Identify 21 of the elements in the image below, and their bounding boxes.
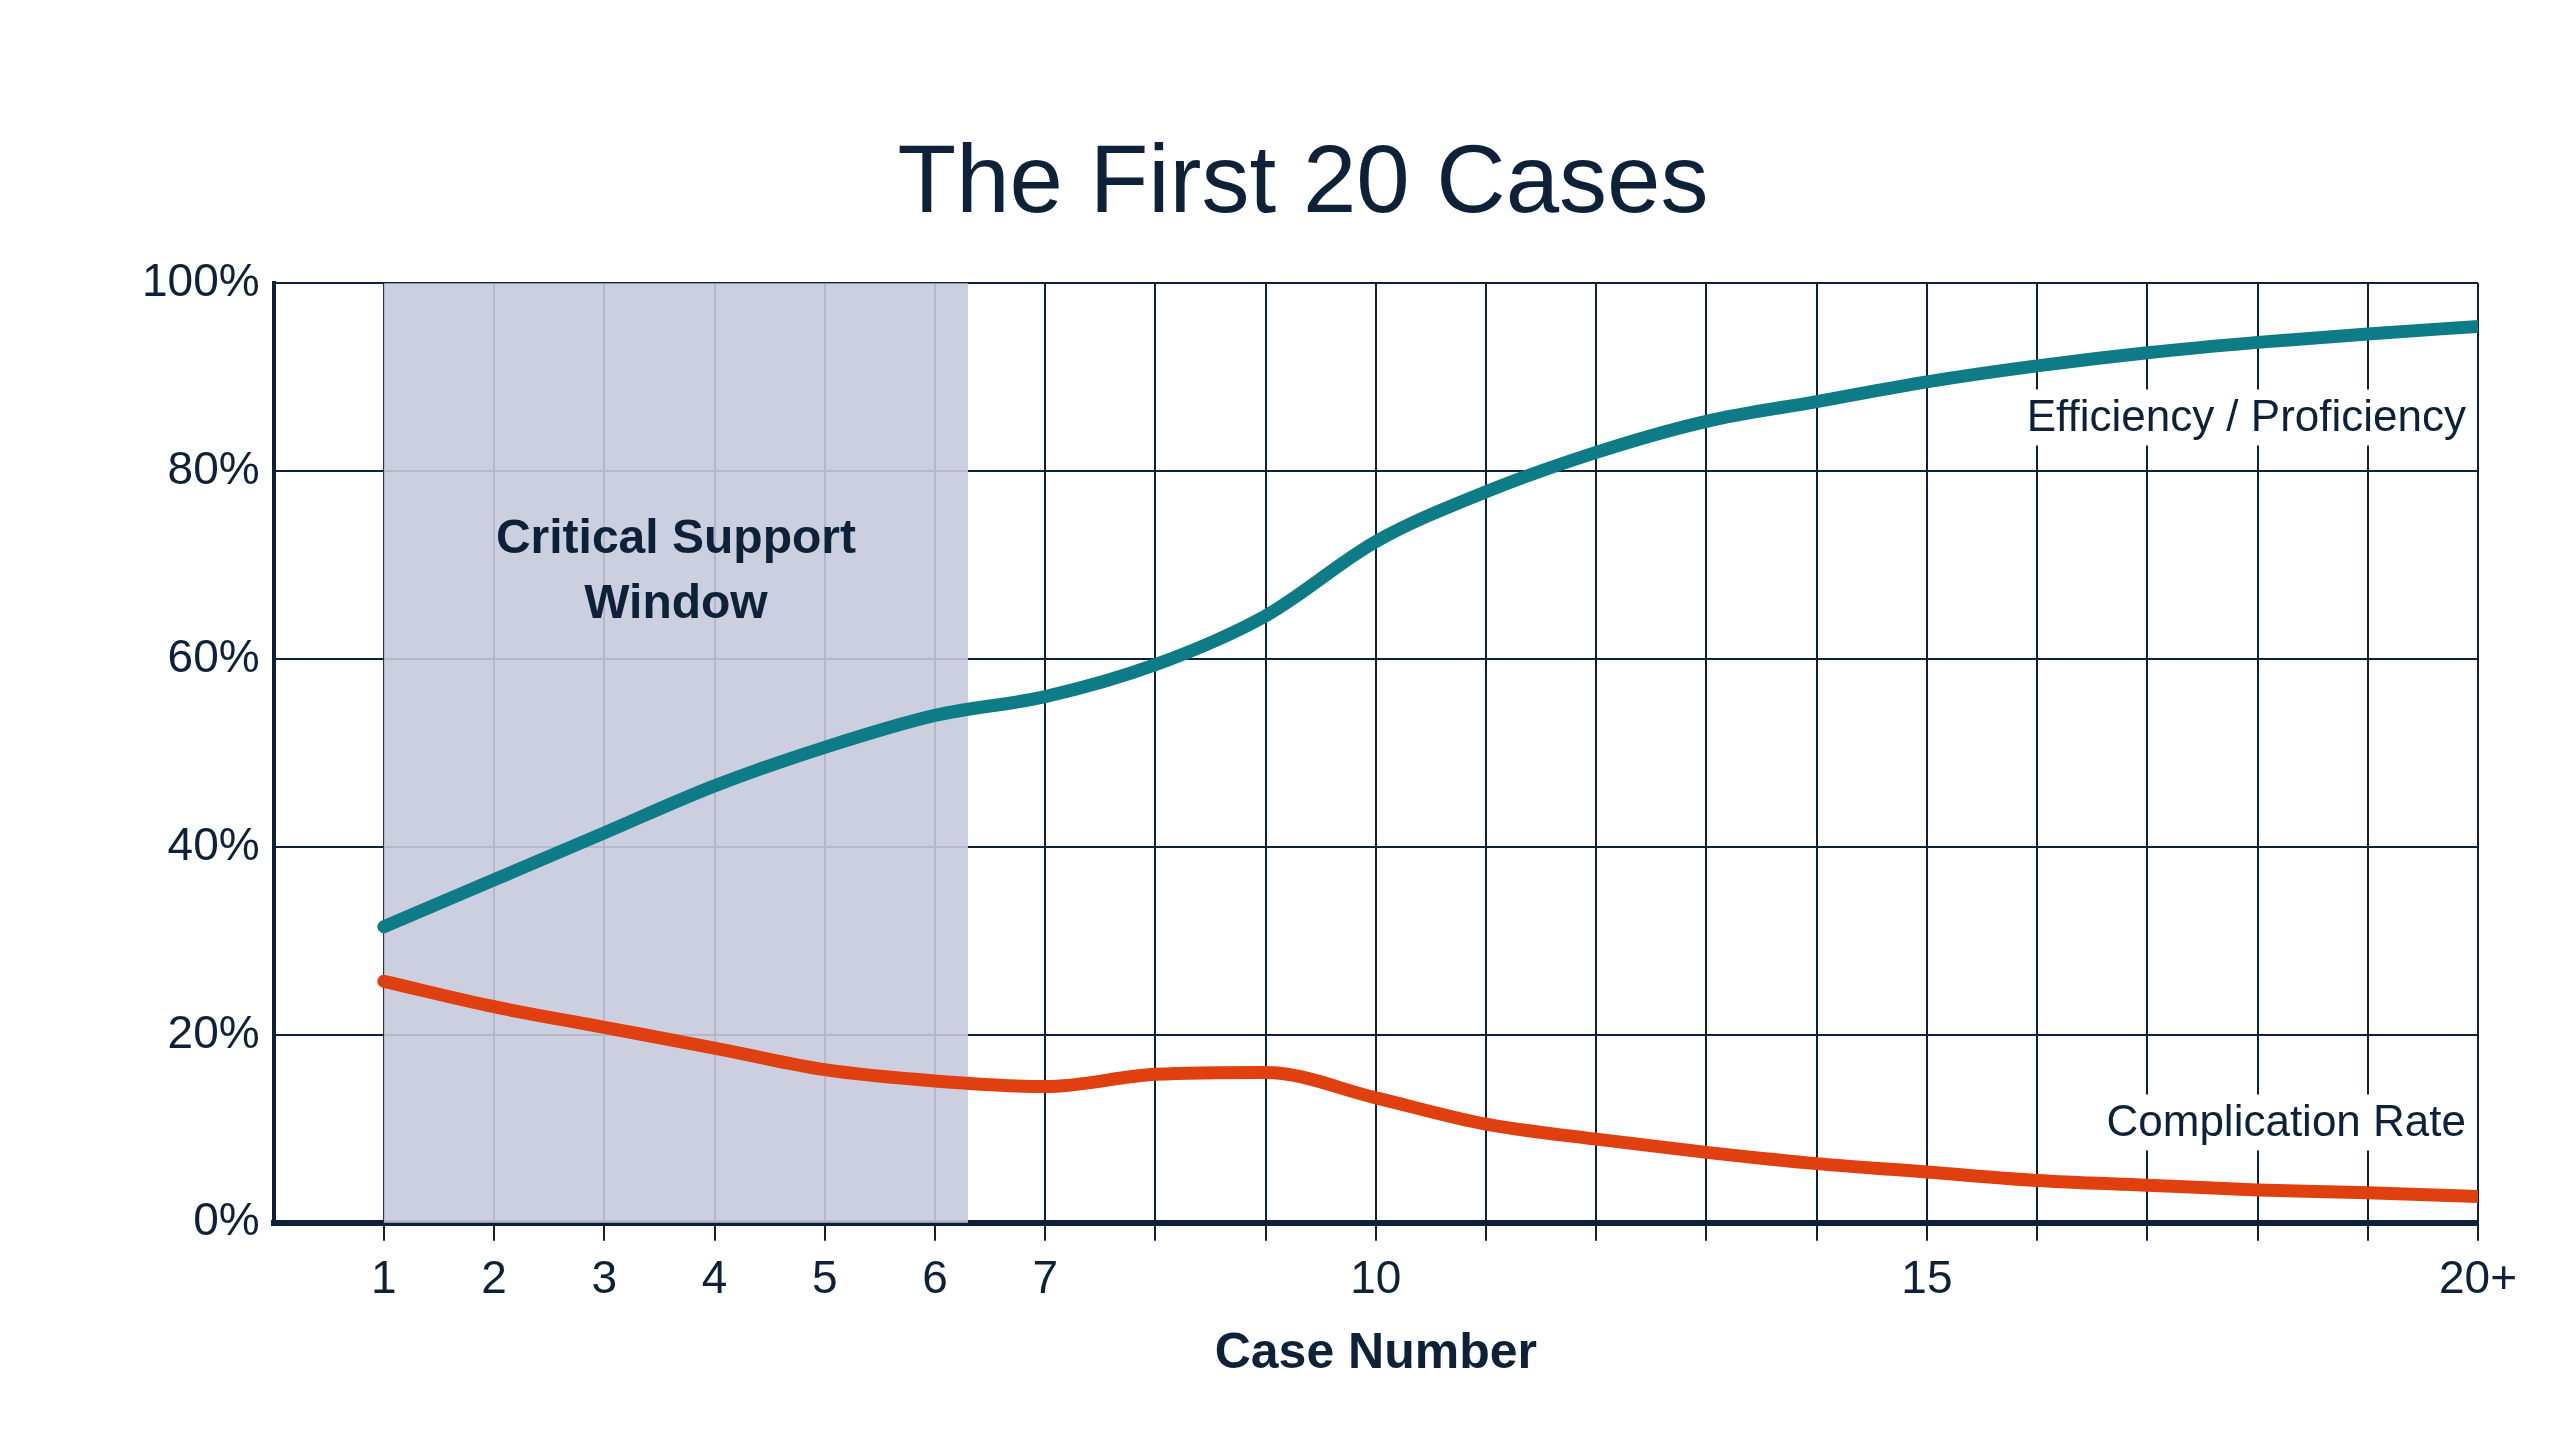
y-tick-label: 60% [167,629,260,682]
x-tick-label: 7 [1032,1251,1058,1304]
series-label: Complication Rate [2106,1096,2466,1146]
series-label: Efficiency / Proficiency [2026,391,2466,441]
x-tick-label: 15 [1901,1251,1953,1304]
chart-title: The First 20 Cases [897,125,1709,233]
y-tick-label: 100% [141,253,260,306]
y-tick-label: 0% [193,1193,260,1246]
x-tick-label: 20+ [2438,1251,2518,1304]
x-tick-label: 1 [371,1251,397,1304]
y-tick-label: 20% [167,1005,260,1058]
y-tick-label: 80% [167,441,260,494]
x-axis-title: Case Number [1214,1322,1537,1379]
band-label: Critical Support Window [495,510,856,629]
x-tick-label: 5 [811,1251,838,1304]
x-tick-label: 6 [922,1251,948,1304]
x-tick-label: 3 [591,1251,618,1304]
x-tick-label: 4 [701,1251,728,1304]
y-tick-label: 40% [167,817,260,870]
x-tick-label: 10 [1350,1251,1402,1304]
x-tick-label: 2 [481,1251,507,1304]
